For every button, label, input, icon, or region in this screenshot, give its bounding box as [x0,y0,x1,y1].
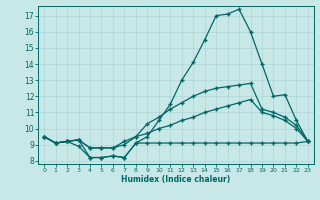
X-axis label: Humidex (Indice chaleur): Humidex (Indice chaleur) [121,175,231,184]
